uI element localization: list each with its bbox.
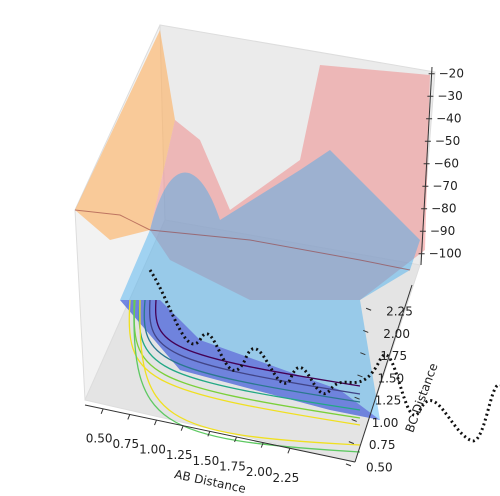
z-tick-label: −60 [434,156,459,170]
surface-ridge [75,30,175,240]
x-tick [180,425,184,431]
contour [149,299,361,395]
surface-edge [74,209,411,271]
y-tick-label: 2.00 [383,327,410,341]
y-tick-label: 0.50 [366,460,393,474]
y-tick-label: 0.75 [369,438,396,452]
y-tick-label: 1.50 [377,371,404,385]
contours [128,299,361,453]
y-axis-line [354,284,413,463]
z-tick-label: −90 [430,224,455,238]
y-tick-label: 1.00 [372,416,399,430]
surface-well [120,300,380,420]
y-axis-label: BC Distance [403,361,441,434]
y-tick [357,374,363,378]
z-tick-label: −100 [429,246,462,260]
z-tick-label: −20 [439,66,464,80]
x-tick-label: 1.75 [219,459,246,473]
y-tick [363,330,369,333]
contour [143,299,361,403]
x-tick-label: 0.75 [112,437,139,451]
y-tick [348,441,355,445]
trajectory [148,269,500,443]
z-axis-line [420,66,433,266]
y-tick-label: 1.75 [380,349,407,363]
y-tick [365,307,372,311]
x-tick-label: 1.00 [139,443,166,457]
y-tick [360,352,366,356]
x-tick-label: 2.00 [246,465,273,479]
x-tick-label: 1.25 [166,448,193,462]
z-tick-label: −50 [435,134,460,148]
contour [133,299,361,453]
x-tick [234,436,238,443]
surface-plateau [150,65,430,300]
contour [139,299,361,446]
contour [155,299,361,387]
x-tick [260,442,264,448]
x-tick [127,414,131,420]
x-tick-label: 0.50 [86,431,113,445]
x-tick [100,408,104,415]
x-axis-line [84,404,356,463]
z-tick-label: −70 [432,179,457,193]
x-tick [154,419,157,426]
x-tick-label: 2.25 [273,471,300,485]
z-tick-label: −30 [437,89,462,103]
x-tick [207,431,211,437]
y-tick [354,396,360,400]
y-tick [351,418,357,422]
contour [128,299,361,426]
z-tick-label: −80 [431,201,456,215]
y-tick-label: 1.25 [375,394,402,408]
x-tick [287,448,291,454]
y-tick-label: 2.25 [386,305,413,319]
y-tick [345,463,352,467]
x-tick-label: 1.50 [193,454,220,468]
z-tick-label: −40 [436,111,461,125]
